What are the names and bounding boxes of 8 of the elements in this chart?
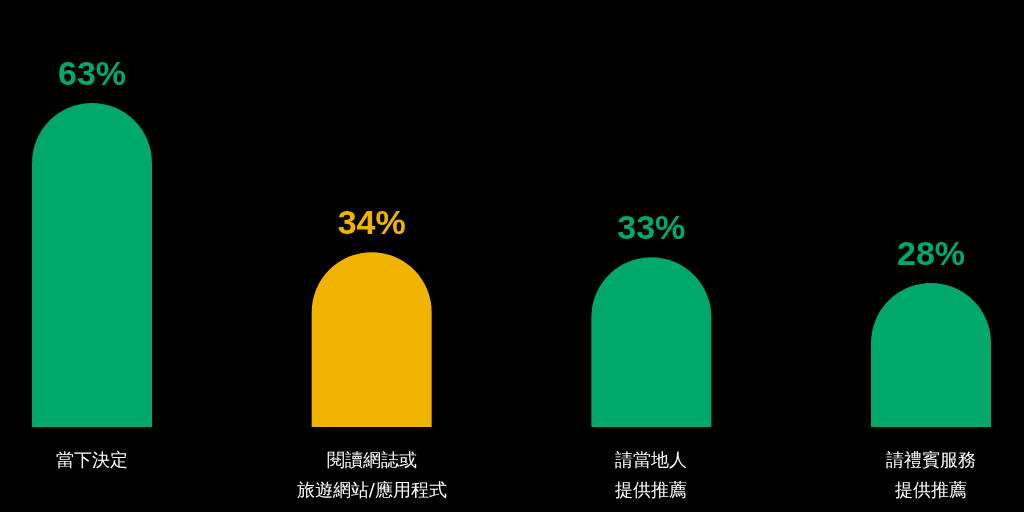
- data-label: 33%: [617, 208, 686, 247]
- x-tick-label: 請禮賓服務提供推薦: [886, 449, 976, 500]
- data-label: 34%: [337, 203, 406, 242]
- data-label: 28%: [896, 234, 966, 272]
- x-tick-label: 閱讀網誌或旅遊網站/應用程式: [296, 449, 447, 500]
- x-tick-label: 請當地人提供推薦: [615, 449, 688, 500]
- x-tick-label: 當下決定: [56, 449, 128, 470]
- data-label: 63%: [57, 54, 127, 92]
